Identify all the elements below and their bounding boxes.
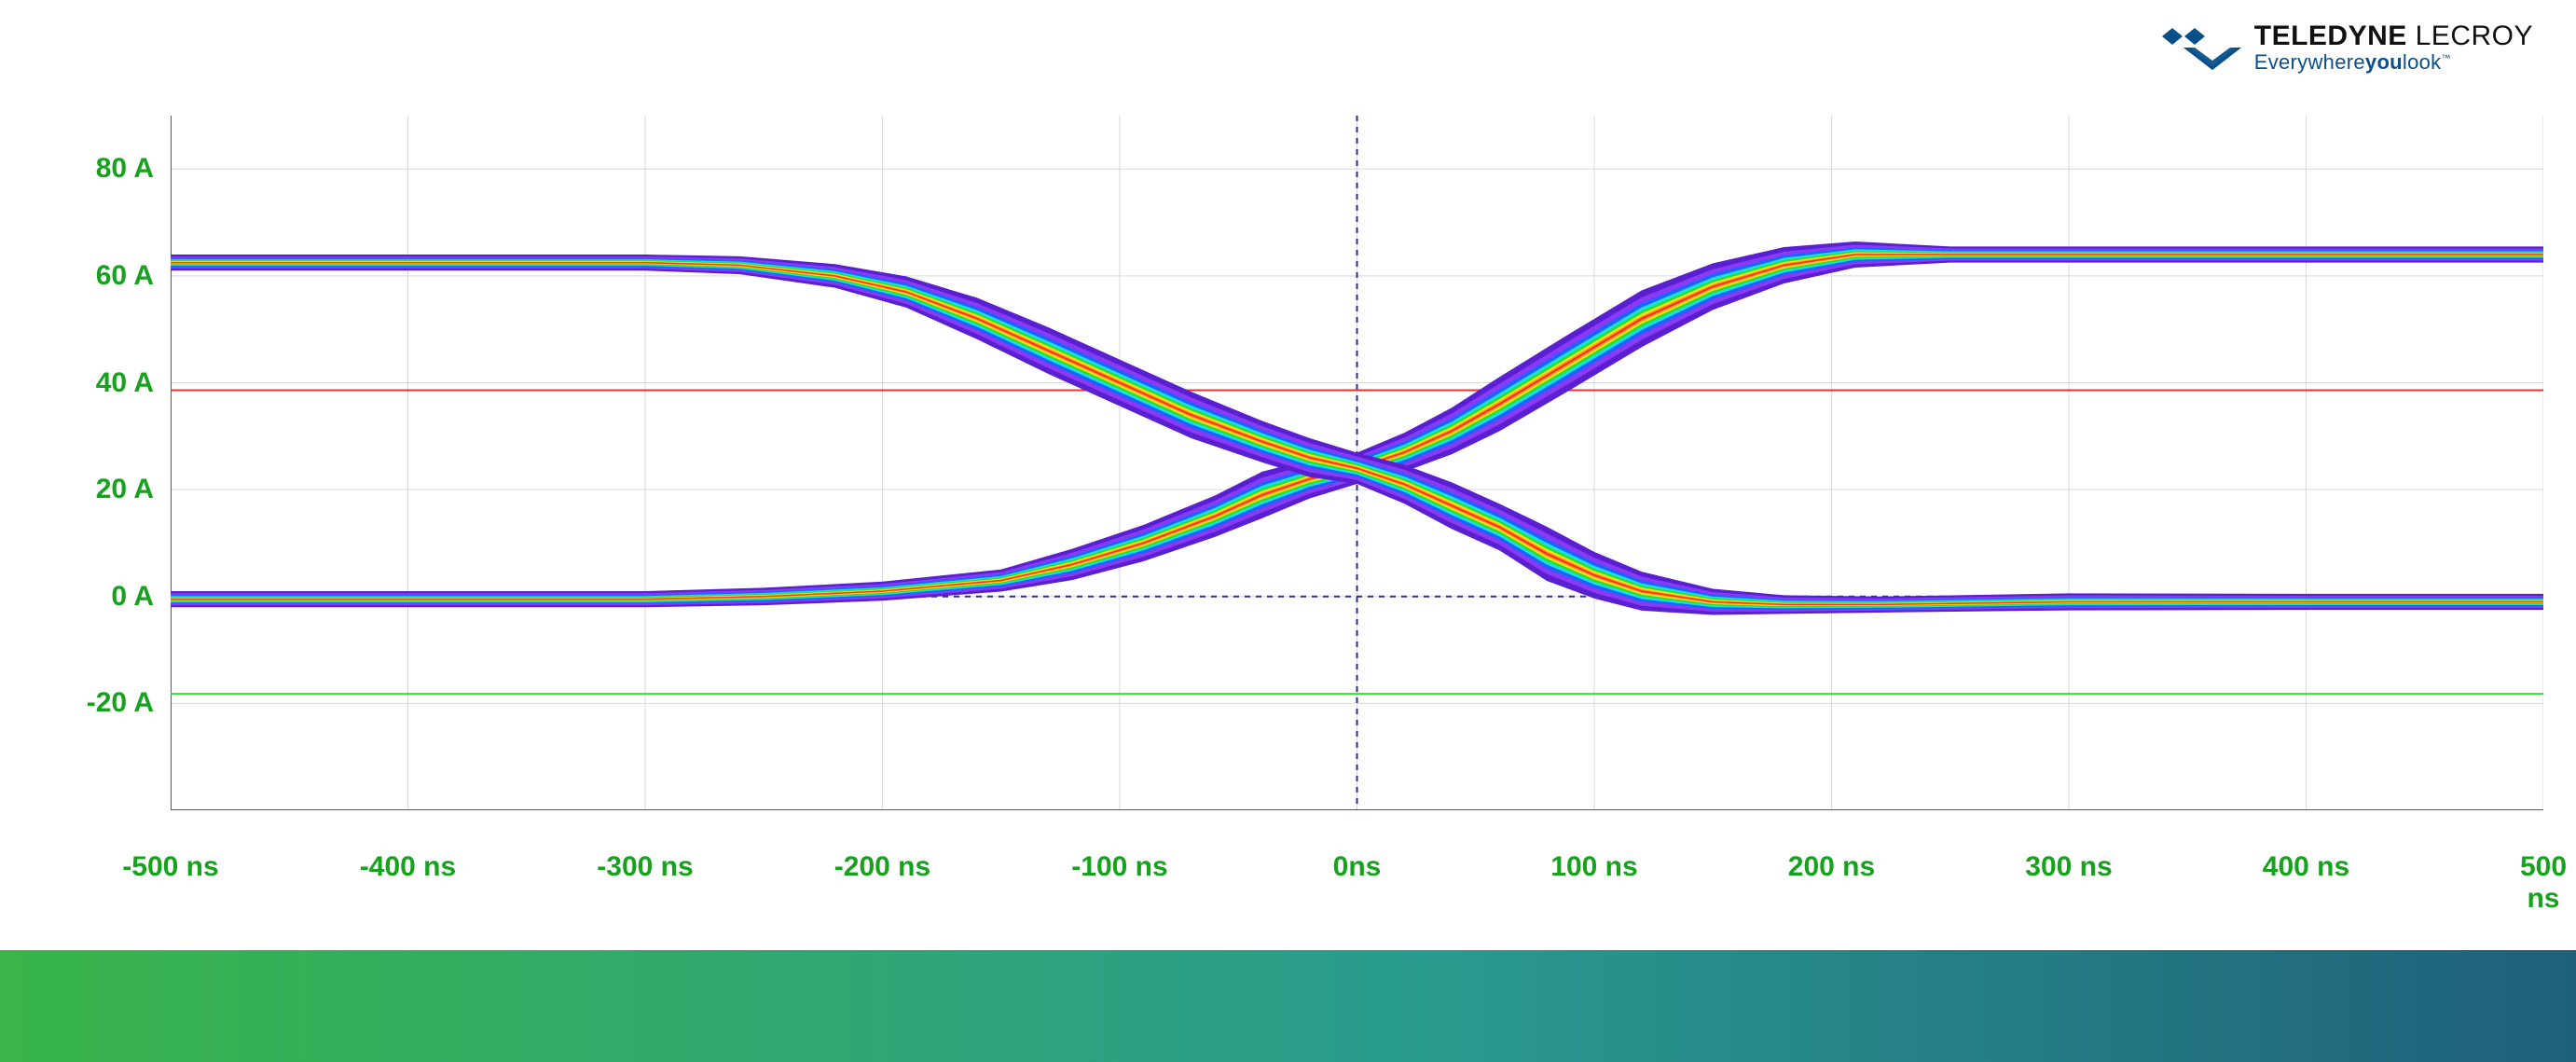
- plot-svg: [171, 116, 2543, 810]
- brand-tag-bold: you: [2365, 50, 2403, 74]
- brand-logo: TELEDYNE LECROY Everywhereyoulook™: [2161, 21, 2533, 75]
- footer-gradient-bar: [0, 950, 2576, 1062]
- y-tick-label: 0 A: [51, 581, 154, 613]
- x-tick-label: -400 ns: [360, 851, 456, 883]
- x-tick-label: -100 ns: [1071, 851, 1167, 883]
- brand-title-bold: TELEDYNE: [2254, 21, 2407, 51]
- brand-title-light: LECROY: [2416, 21, 2533, 51]
- x-tick-label: -500 ns: [122, 851, 218, 883]
- y-tick-label: 40 A: [51, 367, 154, 399]
- x-tick-label: 400 ns: [2263, 851, 2349, 883]
- brand-tag-pre: Everywhere: [2254, 50, 2365, 74]
- x-tick-label: -200 ns: [834, 851, 930, 883]
- x-tick-label: 0ns: [1333, 851, 1382, 883]
- x-tick-label: 200 ns: [1788, 851, 1875, 883]
- x-tick-label: 500 ns: [2520, 851, 2567, 915]
- y-tick-label: 60 A: [51, 260, 154, 292]
- brand-tagline: Everywhereyoulook™: [2254, 50, 2533, 75]
- y-tick-label: 80 A: [51, 153, 154, 185]
- x-tick-label: -300 ns: [597, 851, 693, 883]
- brand-tag-post: look: [2403, 50, 2442, 74]
- brand-logo-row: TELEDYNE LECROY Everywhereyoulook™: [2161, 21, 2533, 75]
- brand-tm: ™: [2441, 54, 2450, 64]
- teledyne-chevron-icon: [2161, 25, 2241, 70]
- x-tick-label: 100 ns: [1550, 851, 1637, 883]
- x-tick-label: 300 ns: [2025, 851, 2112, 883]
- page-root: TELEDYNE LECROY Everywhereyoulook™ -20 A…: [0, 0, 2576, 1062]
- oscilloscope-plot: [171, 116, 2543, 810]
- brand-text: TELEDYNE LECROY Everywhereyoulook™: [2254, 21, 2533, 75]
- y-tick-label: -20 A: [51, 687, 154, 719]
- y-tick-label: 20 A: [51, 474, 154, 505]
- brand-title: TELEDYNE LECROY: [2254, 21, 2533, 52]
